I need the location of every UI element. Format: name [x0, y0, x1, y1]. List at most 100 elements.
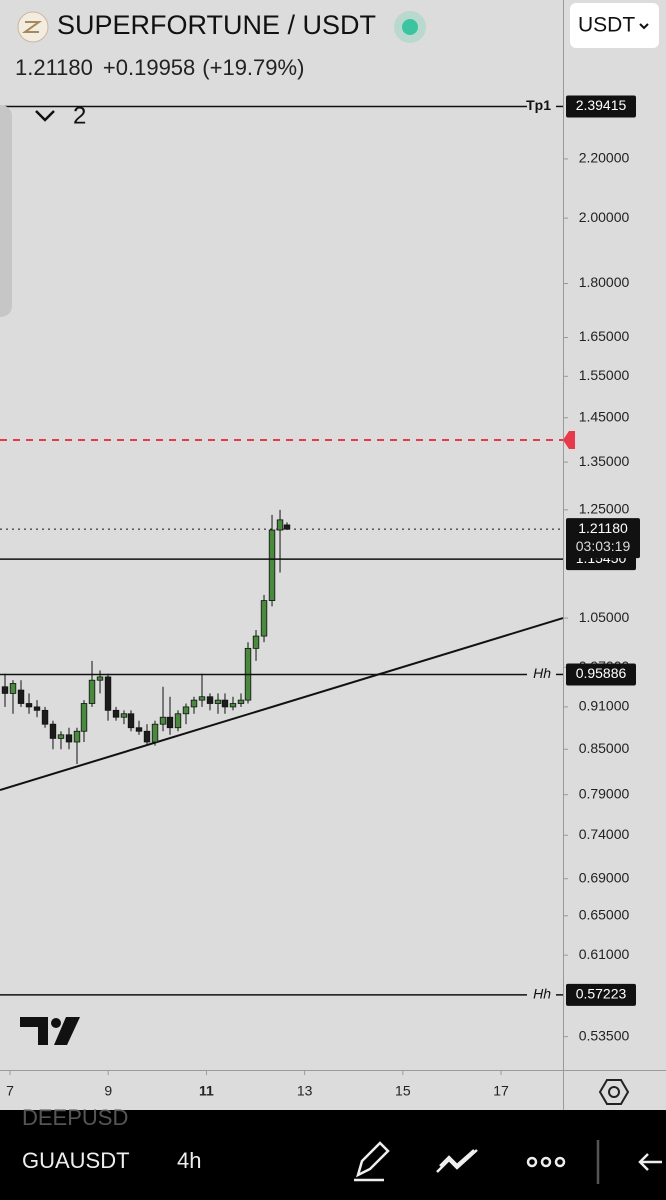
x-tick-label: 9: [104, 1083, 112, 1099]
y-tick-label: 1.05000: [579, 609, 630, 625]
candle-body: [104, 676, 112, 711]
candle-body: [252, 635, 260, 649]
candle-body: [198, 696, 206, 701]
candle-body: [135, 727, 143, 732]
trend-tool-button[interactable]: [436, 1149, 478, 1173]
quote-menu[interactable]: [570, 3, 659, 48]
candle-body: [229, 703, 237, 708]
level-price-box: [566, 983, 636, 1006]
candle-body: [1, 686, 9, 694]
trendline: [0, 617, 564, 791]
candle-body: [57, 734, 65, 739]
tradingview-logo: [20, 1017, 80, 1045]
candle-body: [112, 709, 120, 718]
candle-body: [182, 706, 190, 715]
level-price-box: [566, 663, 636, 686]
level-price-box: [566, 95, 636, 118]
x-tick-label: 7: [6, 1083, 14, 1099]
header-change-pct: (+19.79%): [202, 55, 304, 80]
candle-body: [73, 730, 81, 743]
level-name: Hh: [533, 665, 551, 681]
more-dot[interactable]: [540, 1156, 552, 1168]
candle-body: [206, 696, 214, 704]
candle-body: [127, 713, 135, 729]
candle-body: [143, 730, 151, 743]
chart-background: [0, 0, 666, 1110]
candle-body: [283, 524, 291, 530]
quote-menu-chevron[interactable]: [639, 23, 649, 30]
y-tick-label: 1.45000: [579, 408, 630, 424]
symbol-tab[interactable]: DEEPUSD: [22, 1105, 128, 1130]
candle-body: [96, 676, 104, 681]
x-tick-label: 15: [395, 1083, 411, 1099]
candle-body: [151, 723, 159, 743]
candle-body: [174, 713, 182, 729]
more-dot[interactable]: [554, 1156, 566, 1168]
price-line: 1.21180 +0.19958 (+19.79%): [15, 55, 304, 80]
candle-body: [17, 689, 25, 704]
candle-body: [260, 600, 268, 637]
candle-body: [65, 734, 73, 743]
y-tick-label: 1.65000: [579, 328, 630, 344]
more-dot[interactable]: [526, 1156, 538, 1168]
last-price-box: [566, 518, 640, 559]
collapse-chevron[interactable]: [35, 110, 55, 122]
level-price-label: 2.39415: [576, 97, 627, 113]
candle-body: [237, 699, 245, 704]
countdown: 03:03:19: [576, 538, 631, 554]
y-tick-label: 0.65000: [579, 906, 630, 922]
y-tick-label: 2.00000: [579, 209, 630, 225]
candle-body: [9, 683, 17, 694]
y-tick-label: 1.80000: [579, 274, 630, 290]
candle-body: [33, 706, 41, 711]
indicator-count[interactable]: 2: [73, 102, 86, 129]
y-tick-label: 0.61000: [579, 946, 630, 962]
y-tick-label: 0.74000: [579, 826, 630, 842]
candle-body: [80, 703, 88, 732]
quote-menu-label[interactable]: USDT: [578, 14, 635, 37]
bottom-toolbar: [0, 1110, 666, 1200]
x-tick-label: 11: [199, 1083, 214, 1099]
y-tick-label: 0.91000: [579, 698, 630, 714]
interval-button[interactable]: 4h: [177, 1148, 201, 1173]
y-tick-label: 0.53500: [579, 1027, 630, 1043]
header-change: +0.19958: [103, 55, 195, 80]
settings-button[interactable]: [598, 1079, 630, 1105]
level-price-label: 0.57223: [576, 986, 627, 1002]
y-tick-label: 1.35000: [579, 453, 630, 469]
candle-body: [276, 519, 284, 531]
symbol-tab[interactable]: GUAUSDT: [22, 1148, 130, 1173]
candle-body: [120, 713, 128, 718]
coin-logo-mark: [21, 21, 43, 33]
candle-body: [41, 709, 49, 725]
candle-body: [268, 529, 276, 601]
y-tick-label: 0.69000: [579, 869, 630, 885]
y-tick-label: 1.55000: [579, 367, 630, 383]
candle-body: [166, 716, 174, 729]
y-tick-label: 0.79000: [579, 785, 630, 801]
y-tick-label: 0.85000: [579, 740, 630, 756]
candle-body: [25, 703, 33, 708]
candle-body: [190, 699, 198, 708]
candle-body: [214, 699, 222, 704]
candle-body: [49, 723, 57, 739]
y-tick-label: 2.20000: [579, 150, 630, 166]
side-handle[interactable]: [0, 105, 12, 317]
draw-button[interactable]: [354, 1141, 390, 1182]
y-tick-label: 1.25000: [579, 501, 630, 517]
candle-body: [221, 699, 229, 708]
alert-marker: [563, 430, 575, 449]
undo-button[interactable]: [638, 1153, 662, 1171]
candle-body: [88, 679, 96, 704]
level-name: Hh: [533, 986, 551, 1002]
status-dot: [402, 19, 418, 35]
header-price: 1.21180: [15, 55, 93, 80]
x-tick-label: 13: [297, 1083, 313, 1099]
symbol-title[interactable]: SUPERFORTUNE / USDT: [57, 10, 376, 40]
candle-body: [159, 716, 167, 725]
level-price-label: 0.95886: [576, 665, 627, 681]
x-tick-label: 17: [493, 1083, 509, 1099]
level-name: Tp1: [526, 97, 551, 113]
